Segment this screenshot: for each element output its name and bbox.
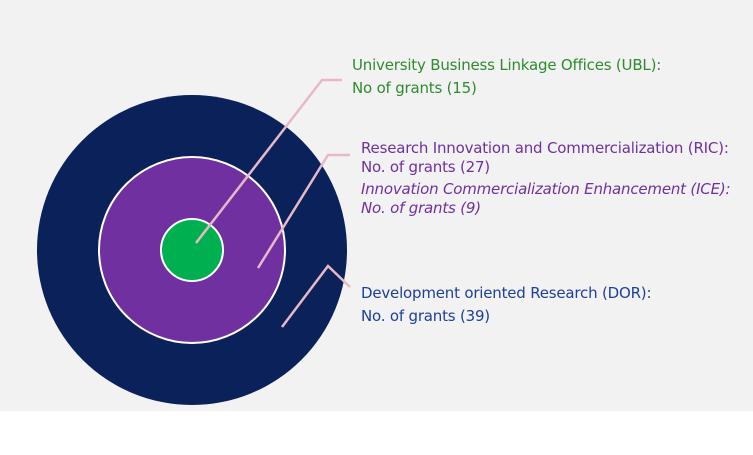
dor-title: Development oriented Research (DOR): — [361, 284, 652, 302]
ubl-grants: No of grants (15) — [352, 79, 477, 97]
dor-grants: No. of grants (39) — [361, 307, 490, 325]
ric-label: Research Innovation and Commercializatio… — [361, 139, 731, 218]
diagram-background — [0, 0, 753, 411]
ubl-inner-core — [160, 218, 224, 282]
ric-title: Research Innovation and Commercializatio… — [361, 139, 729, 157]
ice-grants: No. of grants (9) — [361, 199, 481, 217]
ubl-label: University Business Linkage Offices (UBL… — [352, 56, 661, 98]
dor-label: Development oriented Research (DOR): No.… — [361, 284, 652, 326]
ubl-leader-line — [195, 78, 342, 244]
ice-title: Innovation Commercialization Enhancement… — [361, 180, 731, 198]
ubl-title: University Business Linkage Offices (UBL… — [352, 56, 662, 74]
nested-circles-diagram — [37, 78, 351, 405]
dor-leader-line — [281, 264, 351, 328]
ric-grants: No. of grants (27) — [361, 158, 490, 176]
ric-leader-line — [256, 153, 350, 269]
